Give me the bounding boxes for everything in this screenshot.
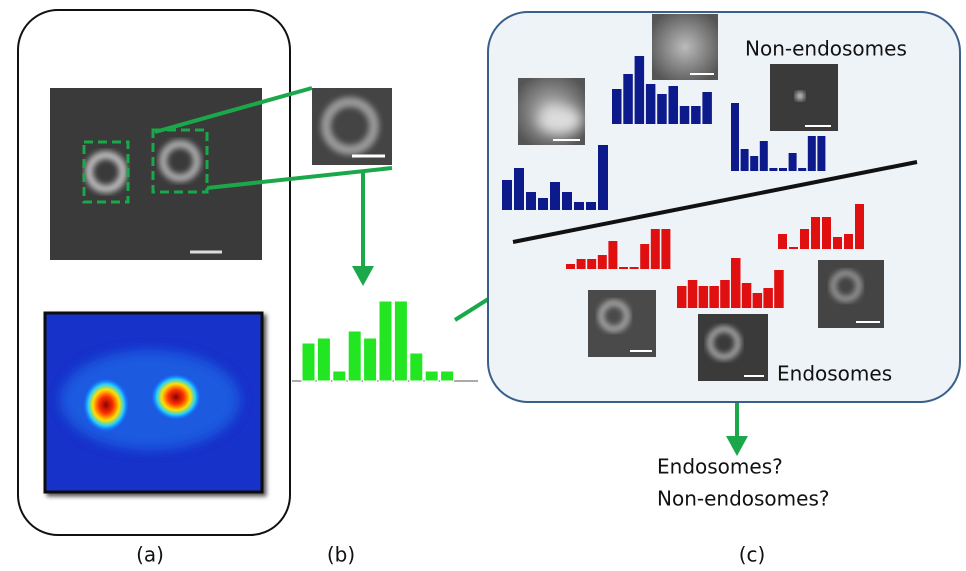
histogram-bar xyxy=(333,371,346,381)
histogram-bar xyxy=(646,84,656,124)
histogram-bar xyxy=(630,267,639,269)
histogram-bar xyxy=(741,149,749,171)
histogram-bar xyxy=(731,103,739,171)
histogram-bar xyxy=(811,217,820,249)
histogram-bar xyxy=(699,286,709,308)
histogram-bar xyxy=(623,74,633,124)
histogram-bar xyxy=(502,180,512,210)
histogram-bar xyxy=(769,168,777,171)
histogram-bar xyxy=(394,301,407,381)
non-endosomes-label: Non-endosomes xyxy=(745,37,907,61)
figure: Non-endosomes Endosomes Endosomes? Non-e… xyxy=(0,0,966,571)
histogram-bar xyxy=(789,153,797,171)
histogram-bar xyxy=(425,371,438,381)
histogram-bar xyxy=(577,259,586,269)
histogram-bar xyxy=(635,56,645,124)
histogram-bar xyxy=(669,86,679,124)
histogram-bar xyxy=(598,145,608,210)
histogram-bar xyxy=(688,280,698,308)
histogram-bar xyxy=(550,182,560,210)
histogram-bar xyxy=(640,244,649,269)
histogram-bar xyxy=(760,141,768,171)
histogram-bar xyxy=(709,286,719,308)
heatmap xyxy=(45,313,262,492)
panel-label: (b) xyxy=(327,543,355,567)
histogram-bar xyxy=(348,331,361,381)
histogram-bar xyxy=(574,202,584,210)
histogram-bar xyxy=(763,288,773,308)
histogram-bar xyxy=(562,192,572,210)
histogram-bar xyxy=(538,198,548,210)
histogram-bar xyxy=(514,168,524,210)
endosomes-label: Endosomes xyxy=(777,362,892,386)
histogram-bar xyxy=(855,204,864,249)
histogram-bar xyxy=(680,106,690,124)
histogram-bar xyxy=(586,202,596,210)
histogram-bar xyxy=(598,255,607,269)
histogram-bar xyxy=(789,247,798,249)
histogram-bar xyxy=(778,234,787,249)
histogram-bar xyxy=(753,293,763,308)
panel-label: (c) xyxy=(739,543,766,567)
histogram-bar xyxy=(720,280,730,308)
histogram-bar xyxy=(608,241,617,269)
histogram-bar xyxy=(441,371,454,381)
histogram-bar xyxy=(742,283,752,308)
histogram-bar xyxy=(731,258,741,308)
histogram-bar xyxy=(661,229,670,269)
histogram-bar xyxy=(410,353,423,381)
histogram-bar xyxy=(677,286,687,308)
histogram-bar xyxy=(822,217,831,249)
histogram-bar xyxy=(702,92,712,124)
question-line: Non-endosomes? xyxy=(657,487,829,511)
histogram-bar xyxy=(526,192,536,210)
histogram-bar xyxy=(817,136,825,171)
histogram-bar xyxy=(302,343,315,381)
histogram-bar xyxy=(800,229,809,249)
histogram-bar xyxy=(587,259,596,269)
panel-label: (a) xyxy=(136,543,164,567)
histogram-bar xyxy=(612,89,622,124)
histogram-bar xyxy=(691,106,701,124)
histogram-bar xyxy=(833,237,842,249)
histogram-bar xyxy=(798,168,806,171)
histogram-bar xyxy=(379,301,392,381)
histogram-bar xyxy=(750,156,758,171)
question-line: Endosomes? xyxy=(657,455,783,479)
histogram-bar xyxy=(619,267,628,269)
histogram-bar xyxy=(779,168,787,171)
histogram-bar xyxy=(317,338,330,381)
histogram-bar xyxy=(808,136,816,171)
zoom-image xyxy=(312,88,392,165)
histogram-bar xyxy=(364,338,377,381)
micrograph xyxy=(50,88,262,260)
histogram-bar xyxy=(651,229,660,269)
histogram-bar xyxy=(844,234,853,249)
histogram-bar xyxy=(774,270,784,308)
histogram-bar xyxy=(566,264,575,269)
histogram-bar xyxy=(657,94,667,124)
